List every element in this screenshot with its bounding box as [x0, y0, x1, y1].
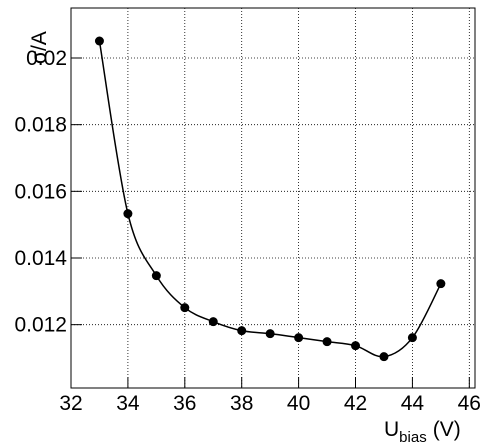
x-axis-label: Ubias (V): [384, 418, 461, 446]
point: [123, 209, 133, 219]
x-tick-label: 38: [230, 392, 253, 415]
y-tick-label: 0.012: [14, 314, 67, 337]
point: [151, 271, 161, 281]
point: [94, 36, 104, 46]
x-label-main: U: [384, 418, 399, 441]
y-tick-label: 0.014: [14, 247, 67, 270]
point: [351, 341, 361, 351]
point: [208, 317, 218, 327]
x-tick-label: 44: [401, 392, 425, 415]
frame: [70, 7, 476, 389]
x-tick-label: 32: [59, 392, 82, 415]
x-label-unit: (V): [433, 418, 461, 441]
point: [407, 333, 417, 343]
y-axis-label: σ/A: [28, 31, 51, 64]
y-tick-label: 0.02: [26, 47, 67, 70]
point: [180, 303, 190, 313]
x-tick-label: 42: [344, 392, 367, 415]
x-tick-label: 36: [173, 392, 196, 415]
point: [265, 329, 275, 339]
x-tick-label: 34: [116, 392, 140, 415]
point: [322, 337, 332, 347]
x-tick-label: 40: [287, 392, 310, 415]
x-tick-label: 46: [458, 392, 481, 415]
point: [379, 352, 389, 362]
line: [98, 40, 442, 358]
point: [237, 326, 247, 336]
y-tick-label: 0.016: [14, 180, 67, 203]
point: [436, 279, 446, 289]
point: [294, 333, 304, 343]
x-label-sub: bias: [399, 429, 427, 446]
y-tick-label: 0.018: [14, 114, 67, 137]
